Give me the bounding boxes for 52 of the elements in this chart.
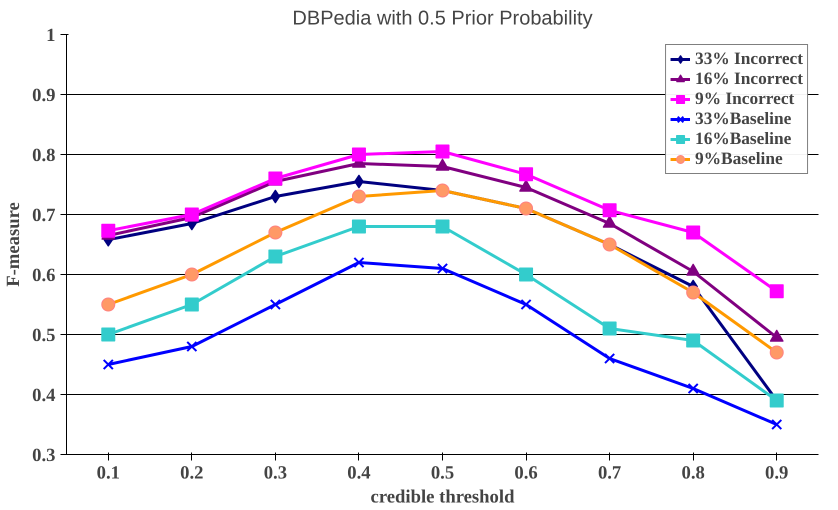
point [604,352,616,364]
point [436,262,448,274]
point [771,418,782,430]
point [602,322,617,336]
point [270,190,280,204]
point [270,298,281,310]
y-tick-label: 0.3 [32,445,56,466]
x-tick-label: 0.7 [598,462,622,484]
x-axis-title: credible threshold [370,486,516,508]
x-tick-label: 0.4 [347,462,371,484]
point [519,268,534,282]
x-tick-label: 0.1 [96,462,120,484]
legend-label: 9%Baseline [695,149,783,169]
point [268,250,282,264]
point [102,358,114,370]
legend-label: 16% Incorrect [695,69,803,89]
x-tick-label: 0.2 [180,462,204,484]
legend-label: 33% Incorrect [695,49,803,69]
point [688,382,699,394]
y-tick-label: 0.4 [32,385,56,406]
point [520,298,532,310]
chart-title: DBPedia with 0.5 Prior Probability [292,8,593,30]
point [602,203,617,218]
legend-label: 9% Incorrect [695,89,794,109]
y-tick-label: 0.8 [32,145,56,166]
x-tick-label: 0.8 [682,462,705,484]
point [353,256,365,268]
x-tick-label: 0.5 [430,462,454,484]
point [352,148,366,162]
x-tick-label: 0.3 [264,462,288,484]
legend-label: 16%Baseline [695,129,792,149]
y-tick-label: 1 [46,25,56,46]
x-tick-label: 0.9 [765,462,788,484]
point [184,298,199,312]
y-tick-label: 0.7 [32,205,56,226]
point [686,334,700,348]
point [519,167,534,182]
point [101,328,116,342]
point [186,340,198,352]
y-axis-title: F-measure [3,202,24,287]
point [770,284,784,298]
y-tick-label: 0.9 [32,85,56,106]
x-tick-label: 0.6 [514,462,538,484]
point [352,220,366,234]
point [354,174,364,188]
point [101,224,116,238]
point [436,220,450,234]
legend-label: 33%Baseline [695,109,792,129]
point [436,144,450,158]
point [686,226,700,240]
y-tick-label: 0.5 [32,325,56,346]
y-tick-label: 0.6 [32,265,56,286]
